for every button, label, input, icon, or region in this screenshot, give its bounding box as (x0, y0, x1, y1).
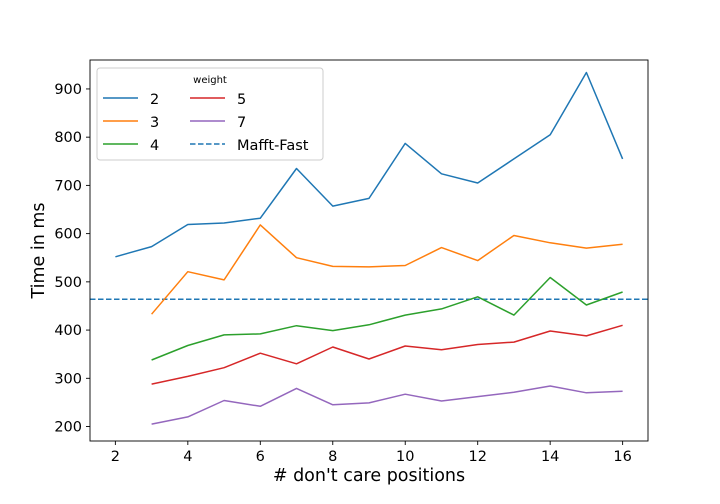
series-lines (115, 71, 624, 425)
y-tick-label: 800 (54, 130, 82, 146)
y-tick-label: 700 (54, 178, 82, 194)
x-tick-label: 16 (613, 449, 631, 465)
series-line-weight-7 (151, 385, 623, 425)
x-tick-label: 6 (256, 449, 265, 465)
y-tick-label: 500 (54, 275, 82, 291)
series-line-weight-2 (115, 71, 624, 258)
legend-title: weight (193, 75, 227, 86)
legend-label-mafft-fast: Mafft-Fast (237, 138, 309, 154)
legend-label-weight-5: 5 (237, 92, 246, 108)
legend-box (96, 67, 324, 161)
x-tick-label: 4 (183, 449, 192, 465)
plot-area-frame (89, 59, 649, 442)
x-tick-label: 2 (111, 449, 120, 465)
series-line-weight-3 (151, 224, 623, 315)
legend-label-weight-3: 3 (150, 115, 159, 131)
legend: weight 2 3 4 5 7 Mafft-Fast (96, 67, 324, 161)
axis-ticks: 2 4 6 8 10 12 14 16 200 300 400 500 600 700 800 900 (54, 82, 632, 465)
series-line-weight-4 (151, 276, 623, 361)
legend-label-weight-7: 7 (237, 115, 246, 131)
legend-label-weight-4: 4 (150, 138, 159, 154)
y-tick-label: 600 (54, 227, 82, 243)
x-tick-label: 12 (468, 449, 486, 465)
x-tick-label: 8 (328, 449, 337, 465)
y-axis-label: Time in ms (29, 202, 49, 299)
y-tick-label: 300 (54, 371, 82, 387)
x-tick-label: 14 (541, 449, 559, 465)
y-tick-label: 200 (54, 420, 82, 436)
x-axis-label: # don't care positions (273, 466, 465, 486)
x-tick-label: 10 (396, 449, 414, 465)
series-line-weight-5 (151, 324, 623, 385)
y-tick-label: 400 (54, 323, 82, 339)
legend-label-weight-2: 2 (150, 92, 159, 108)
y-tick-label: 900 (54, 82, 82, 98)
